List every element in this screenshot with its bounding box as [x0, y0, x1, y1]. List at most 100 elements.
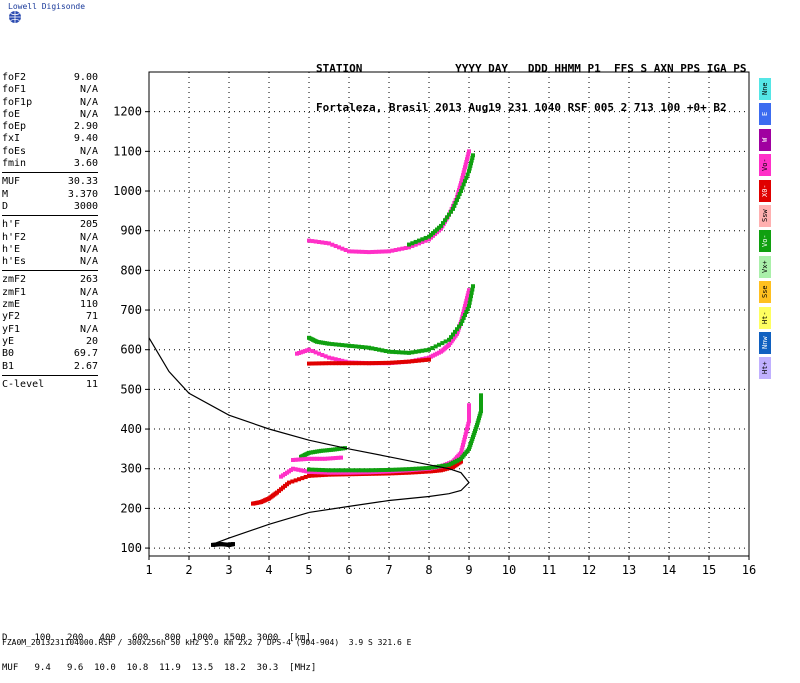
trace-point — [403, 470, 408, 475]
trace-point — [393, 467, 398, 472]
trace-point — [455, 327, 459, 332]
trace-point — [410, 359, 415, 364]
param-value: 2.67 — [73, 360, 98, 372]
x-tick-label: 5 — [305, 563, 312, 577]
trace-point — [340, 470, 345, 475]
trace-point — [231, 542, 235, 547]
muf-table: D 100 200 400 600 800 1000 1500 3000 [km… — [2, 613, 316, 683]
param-value: 9.40 — [73, 133, 98, 145]
parameters-panel: foF2 9.00 foF1 N/A foF1p N/A foE N/A foEp 2.90 fxI… — [2, 72, 98, 391]
trace-point — [479, 398, 483, 403]
trace-point — [287, 480, 291, 485]
trace-point — [464, 310, 469, 315]
trace-point — [330, 242, 335, 247]
trace-point — [437, 342, 441, 347]
trace-point — [333, 244, 338, 249]
trace-point — [328, 456, 333, 461]
trace-point — [357, 249, 361, 254]
trace-point — [460, 318, 465, 323]
param-row: D 3000 — [2, 201, 98, 213]
param-row: zmE 110 — [2, 299, 98, 311]
trace-point — [433, 344, 438, 349]
trace-point — [353, 470, 358, 475]
param-value: 20 — [85, 335, 98, 347]
trace-point — [383, 467, 388, 472]
trace-point — [449, 209, 453, 214]
trace-point — [407, 245, 411, 250]
x-tick-label: 7 — [385, 563, 392, 577]
trace-point — [363, 468, 368, 473]
trace-point — [353, 344, 358, 349]
trace-point — [350, 249, 355, 254]
trace-point — [479, 406, 483, 411]
param-label: MUF — [2, 176, 21, 188]
param-label: foEp — [2, 121, 27, 133]
param-row: zmF1 N/A — [2, 287, 98, 299]
param-row: h'F2 N/A — [2, 232, 98, 244]
trace-point — [475, 420, 480, 425]
trace-point — [320, 361, 325, 366]
param-label: foF2 — [2, 72, 27, 83]
trace-point — [310, 473, 315, 478]
param-row: zmF2 263 — [2, 274, 98, 286]
trace-point — [363, 470, 368, 475]
param-label: h'Es — [2, 256, 27, 268]
trace-point — [343, 468, 348, 473]
trace-point — [301, 468, 306, 473]
param-row: yF2 71 — [2, 311, 98, 323]
trace-point — [323, 470, 328, 475]
trace-point — [307, 469, 311, 474]
legend-swatch: Ht- — [759, 306, 771, 329]
x-tick-label: 10 — [502, 563, 516, 577]
trace-point — [330, 468, 335, 473]
trace-point — [463, 162, 468, 167]
trace-point — [459, 189, 463, 194]
trace-point — [387, 360, 391, 365]
trace-point — [347, 361, 351, 366]
param-value: 263 — [79, 274, 98, 286]
trace-point — [467, 169, 471, 174]
param-row: M 3.370 — [2, 189, 98, 201]
y-tick-label: 200 — [120, 501, 142, 515]
trace-point — [427, 465, 431, 470]
trace-point — [410, 470, 415, 475]
trace-point — [462, 167, 467, 172]
trace-point — [445, 215, 449, 220]
trace-point — [390, 467, 395, 472]
trace-point — [441, 221, 445, 226]
param-row: foE N/A — [2, 109, 98, 121]
trace-point — [420, 358, 425, 363]
trace-point — [464, 159, 469, 164]
trace-point — [327, 341, 331, 346]
trace-point — [466, 290, 471, 295]
trace-point — [307, 467, 311, 472]
legend-swatch: Vo- — [759, 154, 771, 177]
trace-point — [443, 339, 448, 344]
param-row: MUF 30.33 — [2, 176, 98, 188]
trace-point — [393, 247, 398, 252]
trace-point — [333, 357, 338, 362]
trace-point — [320, 352, 325, 357]
param-separator — [2, 215, 98, 217]
trace-point — [327, 361, 331, 366]
trace-point — [467, 416, 471, 421]
ionogram-chart: 1 2 3 4 5 6 7 8 9 10 11 12 13 14 15 1610020030040050060… — [113, 71, 756, 577]
trace-point — [380, 249, 385, 254]
trace-point — [301, 457, 306, 462]
trace-point — [413, 470, 418, 475]
y-tick-label: 900 — [120, 224, 142, 238]
muf-row: MUF 9.4 9.6 10.0 10.8 11.9 13.5 18.2 30.… — [2, 663, 317, 673]
param-value: N/A — [79, 256, 98, 268]
param-row: foEp 2.90 — [2, 121, 98, 133]
y-tick-label: 1100 — [113, 144, 142, 158]
trace-point — [383, 360, 388, 365]
trace-point — [439, 223, 443, 228]
trace-point — [465, 427, 469, 432]
trace-point — [467, 403, 471, 408]
trace-point — [339, 455, 343, 460]
y-tick-label: 600 — [120, 343, 142, 357]
trace-point — [343, 361, 348, 366]
trace-point — [403, 350, 408, 355]
param-value: N/A — [79, 231, 98, 243]
trace-point — [370, 468, 375, 473]
